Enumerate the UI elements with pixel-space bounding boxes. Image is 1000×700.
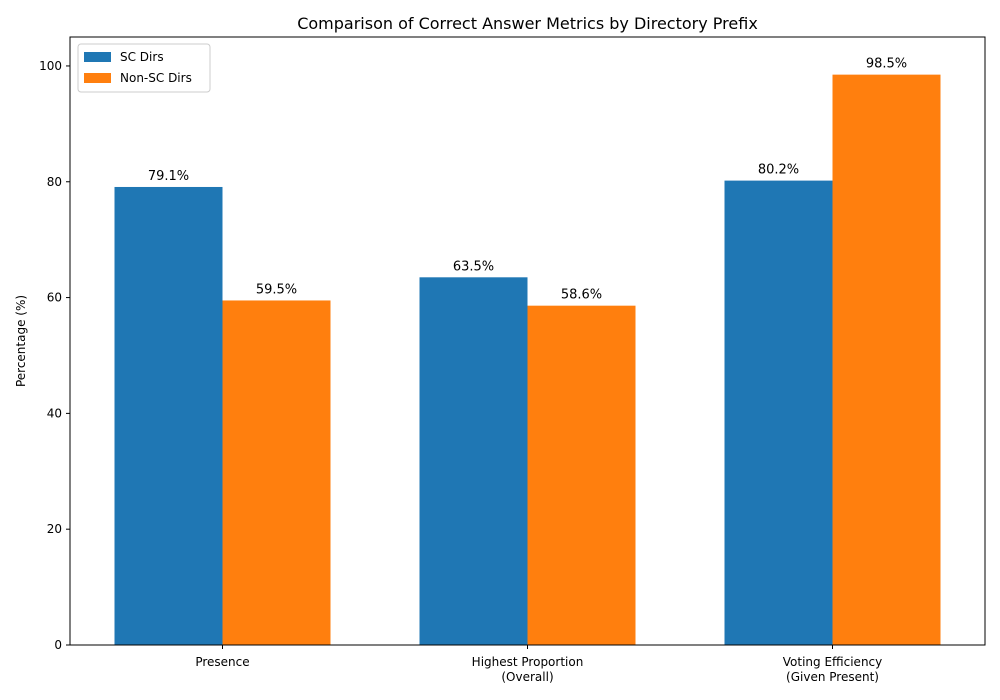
- y-tick-label: 100: [39, 59, 62, 73]
- x-tick-label: Presence: [195, 655, 249, 669]
- y-tick-label: 80: [47, 175, 62, 189]
- y-tick-label: 20: [47, 522, 62, 536]
- y-tick-label: 60: [47, 291, 62, 305]
- x-tick-label: Voting Efficiency (Given Present): [783, 655, 883, 684]
- bar-non-sc-dirs-2: [832, 74, 941, 646]
- legend: SC Dirs Non-SC Dirs: [77, 43, 211, 93]
- data-label-non-sc-dirs-2: 98.5%: [866, 57, 907, 72]
- data-label-sc-dirs-0: 79.1%: [148, 169, 189, 184]
- data-label-sc-dirs-2: 80.2%: [758, 163, 799, 178]
- data-label-sc-dirs-1: 63.5%: [453, 259, 494, 274]
- bar-sc-dirs-2: [724, 180, 833, 645]
- bar-non-sc-dirs-0: [222, 300, 331, 645]
- legend-swatch: [84, 52, 111, 62]
- data-label-non-sc-dirs-1: 58.6%: [561, 288, 602, 303]
- legend-label: SC Dirs: [120, 50, 164, 64]
- chart-title: Comparison of Correct Answer Metrics by …: [297, 14, 758, 33]
- plot-area: 79.1% 63.5% 80.2% 59.5% 58.6% 98.5% 0 20 40 60 80 1…: [39, 36, 986, 684]
- legend-label: Non-SC Dirs: [120, 71, 192, 85]
- data-label-non-sc-dirs-0: 59.5%: [256, 282, 297, 297]
- y-tick-label: 0: [54, 638, 62, 652]
- bar-sc-dirs-1: [419, 277, 528, 645]
- bar-non-sc-dirs-1: [527, 305, 636, 645]
- x-tick-label: Highest Proportion (Overall): [472, 655, 584, 684]
- y-tick-label: 40: [47, 406, 62, 420]
- bar-sc-dirs-0: [114, 186, 223, 645]
- y-axis-label: Percentage (%): [14, 295, 28, 387]
- legend-swatch: [84, 73, 111, 83]
